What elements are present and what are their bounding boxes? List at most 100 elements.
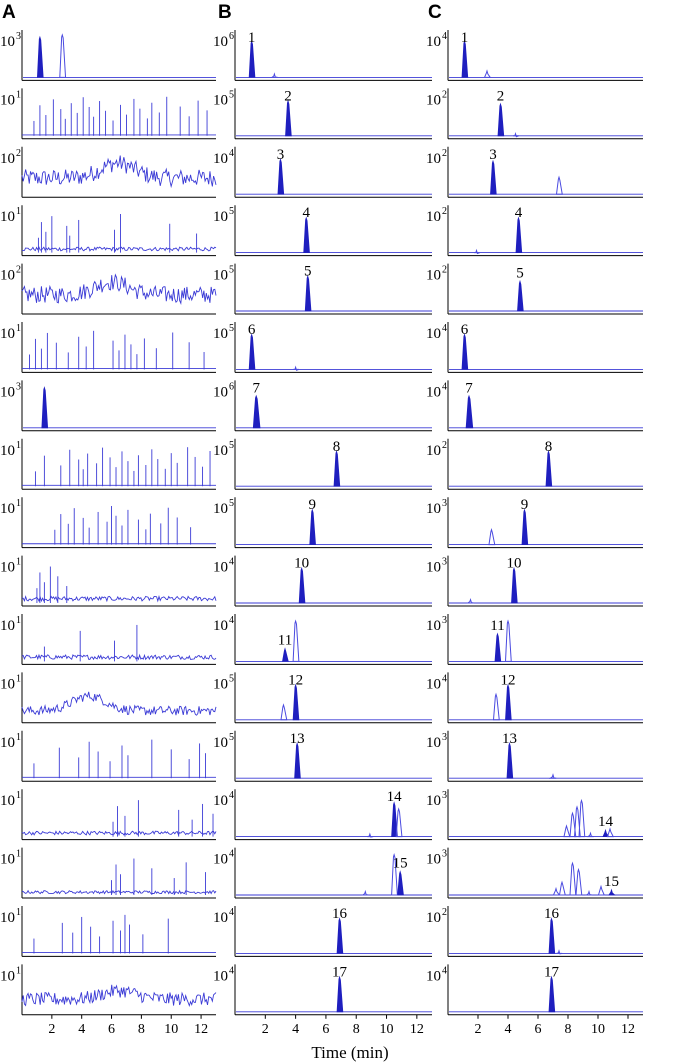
y-scale-exponent: 4 — [229, 907, 234, 918]
y-scale-label: 10 — [426, 852, 441, 868]
y-scale-label: 10 — [0, 268, 15, 284]
peak-label: 12 — [501, 672, 516, 688]
y-scale-label: 10 — [0, 618, 15, 634]
row-4: 10 2 4 — [426, 205, 643, 257]
y-scale-label: 10 — [213, 852, 228, 868]
y-scale-exponent: 3 — [442, 732, 447, 743]
row-1: 10 4 1 — [426, 30, 643, 81]
y-scale-label: 10 — [426, 560, 441, 576]
y-scale-label: 10 — [0, 852, 15, 868]
row-7: 10 3 — [0, 380, 216, 432]
interference-peak — [548, 773, 557, 779]
interference-peak — [292, 619, 300, 662]
peak-label: 17 — [332, 964, 348, 980]
row-2: 10 1 — [0, 88, 216, 140]
peak-label: 5 — [516, 265, 524, 281]
x-tick-label: 6 — [322, 1022, 329, 1037]
target-peak — [515, 216, 523, 253]
row-14: 10 3 14 — [426, 789, 643, 841]
y-scale-exponent: 4 — [442, 673, 447, 684]
peak-label: 10 — [507, 556, 522, 572]
y-scale-exponent: 3 — [16, 31, 21, 42]
peak-label: 2 — [284, 88, 292, 104]
row-14: 10 4 14 — [213, 789, 432, 841]
y-scale-exponent: 3 — [442, 498, 447, 509]
y-scale-label: 10 — [0, 34, 15, 50]
target-peak — [490, 159, 497, 195]
panel-b: 10 6 110 5 210 4 310 5 410 5 510 5 610 6 710 5 810 5 910 4 1… — [213, 30, 432, 1037]
y-scale-label: 10 — [0, 326, 15, 342]
peak-label: 16 — [332, 906, 348, 922]
peak-label: 9 — [309, 497, 317, 513]
y-scale-label: 10 — [213, 968, 228, 984]
y-scale-exponent: 1 — [16, 615, 21, 626]
y-scale-exponent: 2 — [442, 907, 447, 918]
y-scale-label: 10 — [213, 910, 228, 926]
y-scale-exponent: 5 — [229, 673, 234, 684]
y-scale-label: 10 — [426, 793, 441, 809]
peak-label: 17 — [544, 964, 560, 980]
row-7: 10 6 7 — [213, 380, 432, 432]
interference-peak — [552, 886, 561, 896]
y-scale-exponent: 3 — [442, 790, 447, 801]
target-peak — [548, 917, 556, 954]
y-scale-label: 10 — [0, 910, 15, 926]
y-scale-exponent: 5 — [229, 498, 234, 509]
target-peak — [298, 566, 306, 604]
y-scale-exponent: 4 — [229, 148, 234, 159]
interference-peak — [578, 798, 586, 838]
panels-group: 10 310 110 210 110 210 110 310 110 110 110 110 110 11… — [0, 30, 643, 1037]
y-scale-label: 10 — [0, 501, 15, 517]
interference-peak — [606, 827, 615, 838]
y-scale-exponent: 4 — [442, 31, 447, 42]
target-peak — [252, 394, 261, 429]
peak-label: 4 — [302, 205, 310, 221]
interference-peak — [367, 832, 374, 838]
row-2: 10 5 2 — [213, 88, 432, 140]
y-scale-label: 10 — [213, 793, 228, 809]
row-4: 10 5 4 — [213, 205, 432, 257]
target-peak — [511, 566, 518, 604]
target-peak — [282, 647, 289, 662]
y-scale-label: 10 — [0, 676, 15, 692]
x-tick-label: 12 — [621, 1022, 635, 1037]
y-scale-label: 10 — [0, 735, 15, 751]
target-peak — [545, 450, 553, 487]
y-scale-exponent: 4 — [442, 965, 447, 976]
peak-label: 14 — [387, 789, 403, 805]
row-17: 10 1 — [0, 964, 217, 1016]
row-4: 10 1 — [0, 205, 217, 257]
row-9: 10 3 9 — [426, 497, 643, 549]
y-scale-label: 10 — [213, 326, 228, 342]
x-tick-label: 2 — [48, 1022, 55, 1037]
interference-peak — [504, 619, 512, 662]
row-1: 10 3 — [0, 30, 216, 81]
y-scale-label: 10 — [213, 384, 228, 400]
x-tick-label: 10 — [164, 1022, 178, 1037]
interference-peak — [361, 889, 369, 896]
y-scale-exponent: 3 — [442, 557, 447, 568]
y-scale-exponent: 1 — [16, 206, 21, 217]
y-scale-exponent: 2 — [442, 265, 447, 276]
target-peak — [497, 102, 505, 137]
interference-peak — [293, 365, 300, 371]
x-axis-title: Time (min) — [311, 1043, 388, 1062]
target-peak — [41, 386, 49, 429]
interference-peak — [563, 824, 571, 838]
y-scale-exponent: 1 — [16, 498, 21, 509]
row-10: 10 1 — [0, 555, 217, 607]
interference-peak — [512, 131, 519, 138]
y-scale-exponent: 1 — [16, 907, 21, 918]
peak-label: 8 — [545, 439, 553, 455]
target-peak — [309, 508, 316, 545]
x-tick-label: 12 — [410, 1022, 424, 1037]
y-scale-label: 10 — [426, 443, 441, 459]
peak-label: 7 — [252, 380, 260, 396]
signal-trace — [21, 594, 217, 603]
y-scale-exponent: 2 — [16, 265, 21, 276]
y-scale-label: 10 — [426, 618, 441, 634]
target-peak — [548, 975, 556, 1013]
y-scale-label: 10 — [426, 34, 441, 50]
y-scale-label: 10 — [426, 968, 441, 984]
y-scale-label: 10 — [426, 326, 441, 342]
